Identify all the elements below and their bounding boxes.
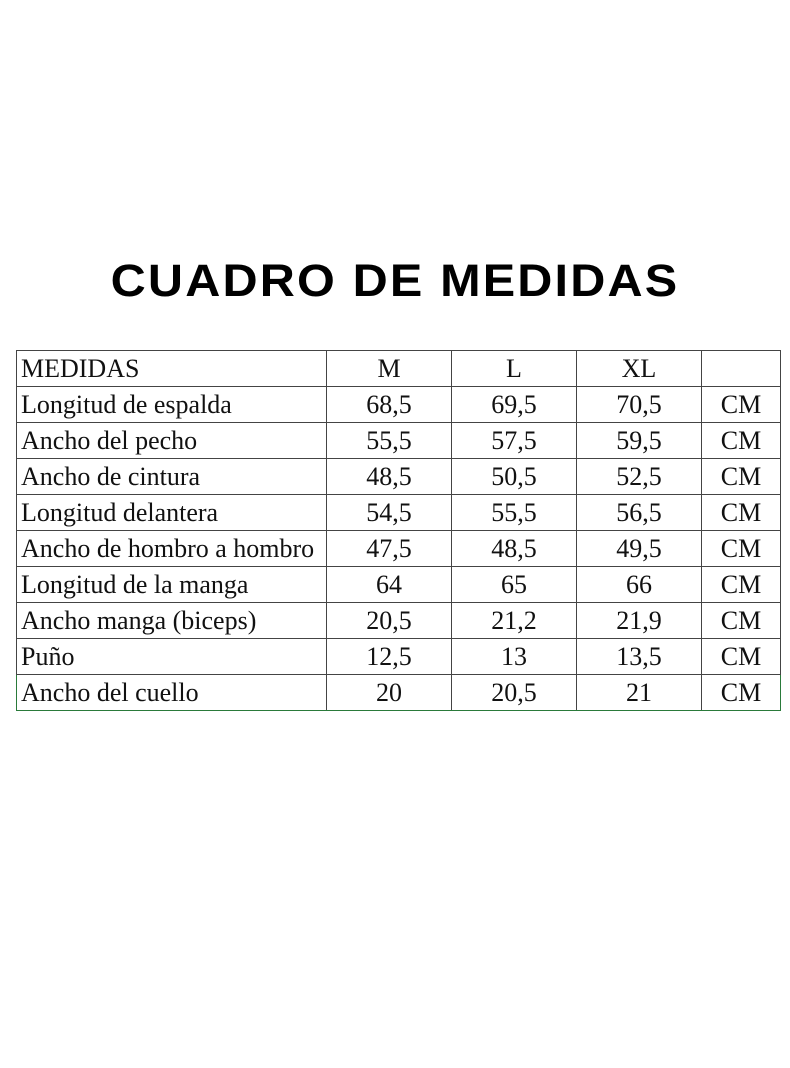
cell-unit: CM [701,494,781,531]
cell-m: 48,5 [326,458,452,495]
header-unit [701,350,781,387]
cell-m: 68,5 [326,386,452,423]
cell-xl: 13,5 [576,638,702,675]
cell-l: 50,5 [451,458,577,495]
row-label: Ancho del cuello [16,674,327,711]
cell-l: 65 [451,566,577,603]
header-xl: XL [576,350,702,387]
row-label: Longitud delantera [16,494,327,531]
cell-m: 55,5 [326,422,452,459]
cell-unit: CM [701,530,781,567]
cell-xl: 21,9 [576,602,702,639]
cell-l: 48,5 [451,530,577,567]
row-label: Ancho manga (biceps) [16,602,327,639]
cell-l: 69,5 [451,386,577,423]
cell-l: 21,2 [451,602,577,639]
cell-xl: 66 [576,566,702,603]
cell-l: 20,5 [451,674,577,711]
row-label: Ancho de cintura [16,458,327,495]
table-row: Puño 12,5 13 13,5 CM [16,638,781,675]
cell-unit: CM [701,638,781,675]
cell-unit: CM [701,458,781,495]
row-label: Puño [16,638,327,675]
size-chart-table: MEDIDAS M L XL Longitud de espalda 68,5 69… [16,350,781,711]
cell-unit: CM [701,386,781,423]
table-row: Ancho del cuello 20 20,5 21 CM [16,674,781,711]
cell-m: 64 [326,566,452,603]
cell-l: 13 [451,638,577,675]
cell-unit: CM [701,602,781,639]
row-label: Ancho del pecho [16,422,327,459]
table-row: Longitud delantera 54,5 55,5 56,5 CM [16,494,781,531]
cell-m: 20 [326,674,452,711]
cell-m: 12,5 [326,638,452,675]
cell-xl: 52,5 [576,458,702,495]
cell-xl: 21 [576,674,702,711]
cell-m: 54,5 [326,494,452,531]
table-row: Ancho del pecho 55,5 57,5 59,5 CM [16,422,781,459]
cell-unit: CM [701,674,781,711]
row-label: Longitud de espalda [16,386,327,423]
cell-unit: CM [701,566,781,603]
header-medidas: MEDIDAS [16,350,327,387]
cell-m: 20,5 [326,602,452,639]
table-row: Ancho de cintura 48,5 50,5 52,5 CM [16,458,781,495]
header-m: M [326,350,452,387]
header-l: L [451,350,577,387]
cell-l: 55,5 [451,494,577,531]
cell-l: 57,5 [451,422,577,459]
cell-xl: 56,5 [576,494,702,531]
row-label: Longitud de la manga [16,566,327,603]
table-row: Ancho de hombro a hombro 47,5 48,5 49,5 CM [16,530,781,567]
table-row: Longitud de espalda 68,5 69,5 70,5 CM [16,386,781,423]
table-row: Ancho manga (biceps) 20,5 21,2 21,9 CM [16,602,781,639]
cell-xl: 49,5 [576,530,702,567]
cell-xl: 59,5 [576,422,702,459]
cell-unit: CM [701,422,781,459]
cell-xl: 70,5 [576,386,702,423]
page-title: CUADRO DE MEDIDAS [110,255,680,306]
cell-m: 47,5 [326,530,452,567]
table-row: Longitud de la manga 64 65 66 CM [16,566,781,603]
row-label: Ancho de hombro a hombro [16,530,327,567]
table-header-row: MEDIDAS M L XL [16,350,781,387]
